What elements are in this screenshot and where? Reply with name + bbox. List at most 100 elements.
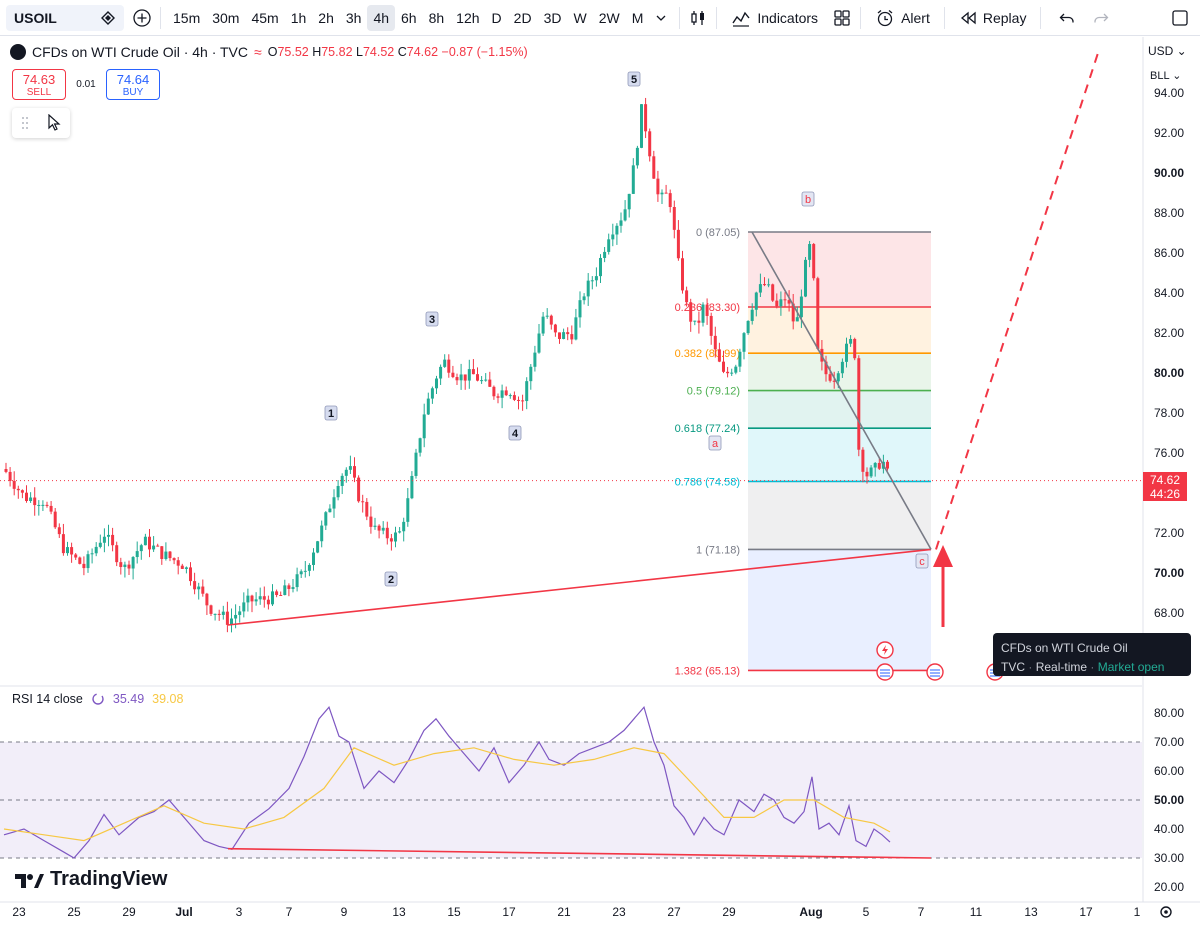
candle bbox=[361, 494, 365, 513]
candle-body bbox=[242, 602, 246, 612]
indicators-button[interactable]: Indicators bbox=[723, 5, 826, 31]
price-tick-label: 88.00 bbox=[1154, 206, 1184, 220]
candle-body bbox=[230, 618, 233, 625]
candle-body bbox=[812, 244, 816, 279]
candle bbox=[275, 589, 279, 598]
interval-w[interactable]: W bbox=[573, 9, 587, 26]
rsi-label[interactable]: RSI 14 close bbox=[12, 692, 83, 706]
rsi-tick-label: 80.00 bbox=[1154, 706, 1184, 720]
rsi-line bbox=[3, 705, 891, 859]
candle bbox=[676, 220, 680, 261]
change-value: −0.87 (−1.15%) bbox=[441, 45, 528, 59]
candle bbox=[799, 289, 803, 328]
candle bbox=[635, 145, 639, 169]
candle bbox=[8, 467, 12, 487]
candle bbox=[681, 250, 684, 294]
undo-icon[interactable] bbox=[1055, 5, 1079, 31]
candle-body bbox=[652, 156, 656, 179]
interval-15m[interactable]: 15m bbox=[173, 9, 201, 26]
interval-8h[interactable]: 8h bbox=[428, 9, 445, 26]
rsi-tick-label: 40.00 bbox=[1154, 822, 1184, 836]
candle-body bbox=[549, 315, 553, 325]
interval-30m[interactable]: 30m bbox=[212, 9, 240, 26]
redo-icon[interactable] bbox=[1089, 5, 1113, 31]
interval-6h[interactable]: 6h bbox=[401, 9, 417, 26]
currency-selector[interactable]: USD ⌄ bbox=[1148, 44, 1187, 58]
price-tick-label: 82.00 bbox=[1154, 326, 1184, 340]
toolbar-divider bbox=[860, 6, 862, 29]
candle-body bbox=[143, 536, 147, 546]
candle bbox=[316, 540, 320, 554]
time-tick-label: 5 bbox=[863, 905, 870, 919]
candle bbox=[299, 569, 303, 579]
time-tick-label: 13 bbox=[1024, 905, 1038, 919]
wave-label-box-1 bbox=[324, 405, 338, 421]
tooltip-status: Market open bbox=[1097, 660, 1165, 674]
candle bbox=[258, 587, 262, 605]
candle-body bbox=[615, 225, 619, 235]
up-arrow-head-icon bbox=[933, 545, 953, 567]
fib-zone-0.618 bbox=[748, 428, 931, 482]
candle-body bbox=[488, 379, 492, 387]
candle bbox=[102, 528, 106, 553]
alert-button[interactable]: Alert bbox=[867, 5, 938, 31]
cursor-arrow-icon[interactable] bbox=[47, 114, 61, 132]
interval-2w[interactable]: 2W bbox=[598, 9, 620, 26]
tradingview-logo[interactable]: TradingView bbox=[14, 868, 167, 891]
candle-body bbox=[324, 512, 328, 526]
candle bbox=[471, 359, 475, 375]
candle-body bbox=[25, 492, 28, 501]
support-trendline bbox=[227, 548, 932, 626]
fib-zone-0 bbox=[748, 232, 931, 307]
fullscreen-icon[interactable] bbox=[1168, 5, 1192, 31]
candle-body bbox=[754, 292, 758, 310]
legend-title[interactable]: CFDs on WTI Crude Oil · 4h · TVC bbox=[32, 44, 249, 60]
replay-button[interactable]: Replay bbox=[951, 5, 1035, 31]
interval-2h[interactable]: 2h bbox=[318, 9, 334, 26]
open-label: O bbox=[267, 45, 278, 59]
interval-3d[interactable]: 3D bbox=[543, 9, 562, 26]
interval-d[interactable]: D bbox=[491, 9, 502, 26]
fib-label-0.5: 0.5 (79.12) bbox=[687, 386, 740, 398]
interval-dropdown-chevron-icon[interactable] bbox=[649, 5, 673, 31]
candle-body bbox=[189, 567, 192, 582]
interval-12h[interactable]: 12h bbox=[456, 9, 480, 26]
wave-label-4: 4 bbox=[512, 428, 519, 440]
buy-button[interactable]: 74.64 BUY bbox=[106, 69, 160, 100]
projection-dashed-line bbox=[935, 52, 1099, 550]
symbol-search[interactable]: USOIL bbox=[6, 4, 124, 31]
candle-body bbox=[607, 239, 611, 252]
candle bbox=[176, 556, 180, 575]
chart-canvas[interactable]: 0 (87.05)0.236 (83.30)0.382 (80.99)0.5 (… bbox=[0, 37, 1200, 926]
add-symbol-icon[interactable] bbox=[130, 5, 154, 31]
layouts-grid-icon[interactable] bbox=[830, 5, 854, 31]
interval-3h[interactable]: 3h bbox=[345, 9, 362, 26]
candle bbox=[627, 193, 631, 218]
sell-button[interactable]: 74.63 SELL bbox=[12, 69, 66, 100]
interval-1h[interactable]: 1h bbox=[290, 9, 307, 26]
drag-handle-icon[interactable] bbox=[21, 116, 29, 130]
interval-m[interactable]: M bbox=[631, 9, 644, 26]
candle-body bbox=[107, 534, 110, 537]
candle bbox=[148, 528, 151, 558]
candle-body bbox=[234, 614, 238, 619]
candle bbox=[365, 498, 369, 521]
wave-label-2: 2 bbox=[388, 574, 394, 586]
candle bbox=[12, 471, 16, 496]
interval-2d[interactable]: 2D bbox=[513, 9, 532, 26]
wave-label-b: b bbox=[805, 194, 811, 206]
wave-label-box-b bbox=[801, 191, 815, 207]
unit-selector[interactable]: BLL ⌄ bbox=[1150, 70, 1182, 82]
candle-body bbox=[541, 316, 545, 334]
candle bbox=[312, 548, 315, 571]
candle bbox=[238, 605, 242, 623]
candle bbox=[537, 323, 541, 354]
price-tick-label: 90.00 bbox=[1154, 166, 1184, 180]
candles-icon[interactable] bbox=[686, 5, 710, 31]
candle-body bbox=[221, 611, 225, 615]
interval-4h[interactable]: 4h bbox=[367, 4, 396, 31]
candle-body bbox=[730, 372, 734, 374]
candle bbox=[131, 556, 135, 580]
candle-body bbox=[672, 207, 676, 230]
interval-45m[interactable]: 45m bbox=[251, 9, 279, 26]
